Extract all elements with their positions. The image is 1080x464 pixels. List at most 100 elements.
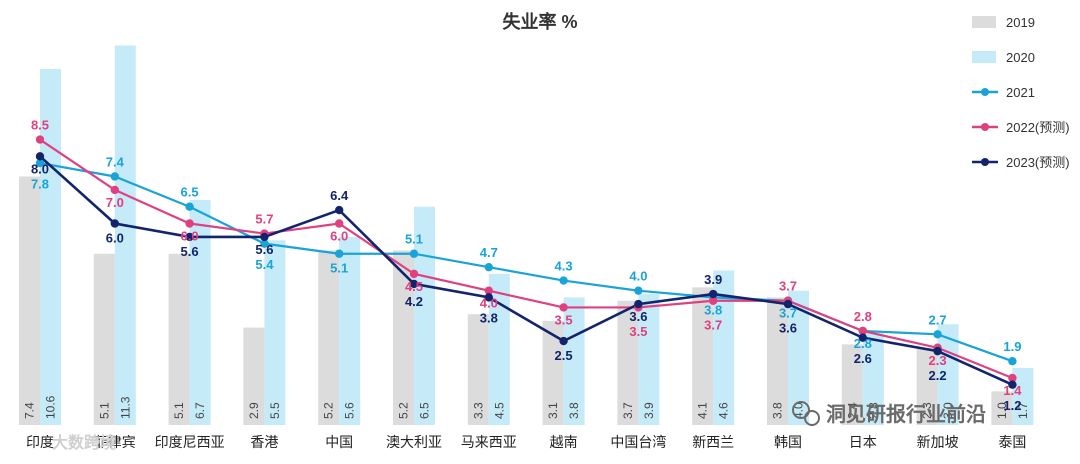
legend-marker-2022(预测) [981, 123, 989, 131]
legend: 2019 2020 2021 2022(预测) 2023(预测) [972, 15, 1070, 170]
point-2022(预测) [858, 326, 867, 336]
data-label-2023(预测): 2.5 [555, 348, 573, 363]
bar-label-2019: 5.2 [397, 402, 411, 419]
bar-label-2020: 3.9 [642, 402, 656, 419]
wechat-icon [792, 401, 820, 426]
data-label-2022(预测): 7.0 [106, 195, 124, 210]
bar-label-2020: 4.6 [717, 402, 731, 419]
point-2023(预测) [35, 152, 45, 161]
series-line-2023(预测) [39, 155, 1013, 386]
bar-2020 [1012, 367, 1034, 425]
point-2023(预测) [858, 333, 867, 342]
data-label-2023(预测): 4.2 [405, 294, 423, 309]
category-label: 印度尼西亚 [155, 434, 225, 450]
bar-2019 [991, 391, 1013, 425]
category-label: 泰国 [998, 434, 1026, 450]
bar-label-2020: 3.0 [941, 402, 955, 419]
data-label-2022(预测): 3.5 [629, 324, 647, 339]
data-label-2021: 7.8 [31, 176, 49, 191]
data-label-2023(预测): 2.2 [929, 368, 947, 383]
bar-group: 7.4 5.1 5.1 2.9 5.2 5.2 3.3 3.1 3.7 4.1 3.8 2.4 2.3 1… [19, 45, 1034, 426]
point-2022(预测) [35, 135, 45, 144]
category-label: 日本 [849, 434, 877, 450]
legend-label-2021: 2021 [1006, 85, 1035, 100]
point-2022(预测) [335, 219, 344, 228]
legend-marker-2021 [981, 88, 989, 96]
data-label-2023(预测): 6.4 [330, 188, 349, 203]
category-label: 香港 [250, 434, 278, 450]
legend-label-2022(预测): 2022(预测) [1006, 120, 1070, 135]
point-2021 [933, 330, 942, 339]
data-label-2023(预测): 5.6 [181, 244, 199, 259]
bar-label-2020: 3.8 [567, 402, 581, 419]
data-label-2023(预测): 3.8 [480, 311, 498, 326]
point-2021 [335, 249, 344, 258]
bar-2019 [841, 344, 863, 425]
bar-label-2020: 2.8 [866, 402, 880, 419]
bar-2020 [713, 270, 735, 425]
bar-2019 [467, 314, 489, 425]
watermark-left: 大数跨境 [52, 433, 116, 452]
category-label: 越南 [550, 434, 578, 450]
watermark-group: 洞见研报行业前沿 大数跨境 [52, 401, 986, 452]
data-label-2021: 2.8 [854, 336, 872, 351]
bar-label-2019: 5.2 [322, 402, 336, 419]
bar-2019 [767, 297, 788, 425]
bar-label-2020: 5.6 [343, 402, 357, 419]
bar-2020 [862, 330, 884, 425]
point-2022(预测) [1008, 373, 1017, 383]
bar-2020 [563, 297, 585, 425]
data-label-2021: 5.1 [405, 232, 423, 247]
data-label-2022(预测): 2.8 [854, 309, 872, 324]
legend-swatch-2020 [972, 51, 996, 63]
bar-2020 [339, 236, 361, 425]
data-label-2021: 7.4 [106, 154, 125, 169]
bar-label-2020: 6.5 [418, 402, 432, 419]
bar-2019 [692, 287, 714, 425]
point-2023(预测) [559, 336, 568, 346]
data-label-2021: 6.5 [181, 185, 199, 200]
point-2021 [1008, 356, 1017, 366]
bar-2019 [617, 300, 639, 425]
bar-2020 [264, 240, 286, 425]
point-2022(预测) [110, 185, 120, 195]
watermark-right: 洞见研报行业前沿 [826, 402, 986, 426]
category-label: 印度 [26, 434, 54, 450]
category-label: 中国台湾 [610, 434, 666, 450]
bar-2019 [542, 320, 564, 425]
category-label: 韩国 [774, 434, 802, 450]
data-label-2023(预测): 8.0 [31, 161, 49, 176]
category-label: 澳大利亚 [386, 434, 442, 450]
point-2023(预测) [409, 279, 419, 289]
point-2022(预测) [559, 303, 568, 312]
bar-label-2019: 3.3 [471, 402, 485, 419]
data-label-2021: 4.7 [480, 245, 498, 260]
data-label-2022(预测): 3.7 [779, 279, 797, 294]
bar-2019 [318, 250, 340, 425]
data-label-2022(预测): 6.0 [330, 229, 348, 244]
point-2022(预测) [409, 269, 419, 279]
point-2023(预测) [709, 289, 718, 299]
bar-label-2019: 3.7 [621, 402, 635, 419]
series-line-2022(预测) [39, 138, 1013, 380]
data-label-2021: 4.3 [555, 259, 573, 274]
bar-2020 [114, 45, 136, 426]
bar-2019 [19, 176, 40, 425]
point-2023(预测) [783, 299, 793, 309]
chart-title: 失业率 % [502, 11, 577, 32]
data-label-2023(预测): 2.6 [854, 351, 872, 366]
legend-marker-2023(预测) [981, 158, 989, 166]
category-label: 新西兰 [692, 434, 734, 450]
data-label-2023(预测): 3.9 [704, 272, 722, 287]
point-2021 [559, 276, 568, 285]
bar-2020 [638, 294, 660, 425]
data-label-2023(预测): 3.6 [629, 309, 647, 324]
data-label-2022(预测): 3.7 [704, 317, 722, 332]
line-group: 8.58.07.87.47.06.06.56.05.65.75.65.46.46… [31, 118, 1022, 413]
legend-label-2023(预测): 2023(预测) [1006, 155, 1070, 170]
point-2023(预测) [634, 299, 643, 309]
bar-2020 [189, 199, 211, 425]
category-label: 菲律宾 [94, 434, 136, 450]
bar-label-2020: 1.7 [1016, 402, 1030, 419]
